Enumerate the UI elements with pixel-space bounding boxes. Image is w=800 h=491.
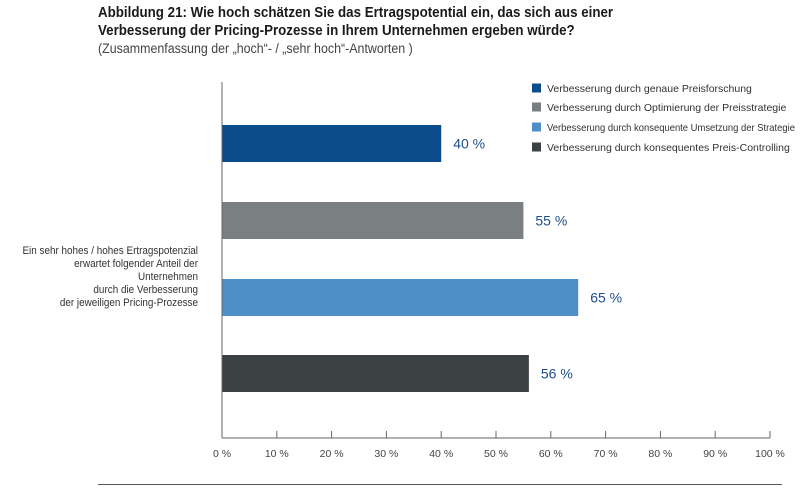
x-tick-label-100: 100 % (755, 448, 785, 460)
legend: Verbesserung durch genaue Preisforschung… (532, 83, 795, 154)
side-label-line-4: der jeweiligen Pricing-Prozesse (59, 297, 198, 309)
legend-swatch-1 (532, 83, 541, 93)
side-label-line-3: durch die Verbesserung (93, 284, 198, 296)
x-tick-label-90: 90 % (703, 448, 727, 460)
legend-label-2: Verbesserung durch Optimierung der Preis… (547, 102, 786, 114)
x-axis: 0 % 10 % 20 % 30 % 40 % 50 % 60 % 70 % 80 % 90 % 1… (213, 82, 785, 460)
chart-title: Abbildung 21: Wie hoch schätzen Sie das … (98, 4, 733, 40)
legend-label-1: Verbesserung durch genaue Preisforschung (547, 83, 752, 95)
bottom-rule (98, 484, 782, 485)
legend-swatch-3 (532, 122, 541, 132)
x-tick-label-80: 80 % (648, 448, 672, 460)
x-tick-label-20: 20 % (320, 448, 344, 460)
bar-1 (222, 125, 442, 162)
bar-3 (222, 279, 579, 316)
bar-2 (222, 202, 524, 239)
x-tick-label-50: 50 % (484, 448, 508, 460)
x-tick-label-70: 70 % (594, 448, 618, 460)
title-line-2: Verbesserung der Pricing-Prozesse in Ihr… (98, 23, 575, 39)
side-label-line-2: erwartet folgender Anteil der Unternehme… (74, 258, 198, 283)
bar-value-label-3: 65 % (590, 290, 622, 306)
x-tick-label-60: 60 % (539, 448, 563, 460)
title-line-1: Abbildung 21: Wie hoch schätzen Sie das … (98, 5, 614, 21)
x-tick-label-0: 0 % (213, 448, 231, 460)
x-tick-label-40: 40 % (429, 448, 453, 460)
legend-label-4: Verbesserung durch konsequentes Preis-Co… (547, 142, 790, 154)
legend-swatch-2 (532, 102, 541, 112)
legend-swatch-4 (532, 142, 541, 152)
bar-4 (222, 355, 529, 392)
x-tick-label-10: 10 % (265, 448, 289, 460)
legend-label-3: Verbesserung durch konsequente Umsetzung… (547, 122, 795, 134)
side-label-line-1: Ein sehr hohes / hohes Ertragspotenzial (22, 245, 198, 257)
bar-value-label-2: 55 % (535, 213, 567, 229)
chart-subtitle: (Zusammenfassung der „hoch“- / „sehr hoc… (98, 41, 413, 56)
x-tick-label-30: 30 % (374, 448, 398, 460)
bars: 40 % 55 % 65 % 56 % (222, 125, 622, 392)
bar-value-label-4: 56 % (541, 366, 573, 382)
side-label: Ein sehr hohes / hohes Ertragspotenzial … (18, 245, 198, 310)
bar-value-label-1: 40 % (453, 136, 485, 152)
